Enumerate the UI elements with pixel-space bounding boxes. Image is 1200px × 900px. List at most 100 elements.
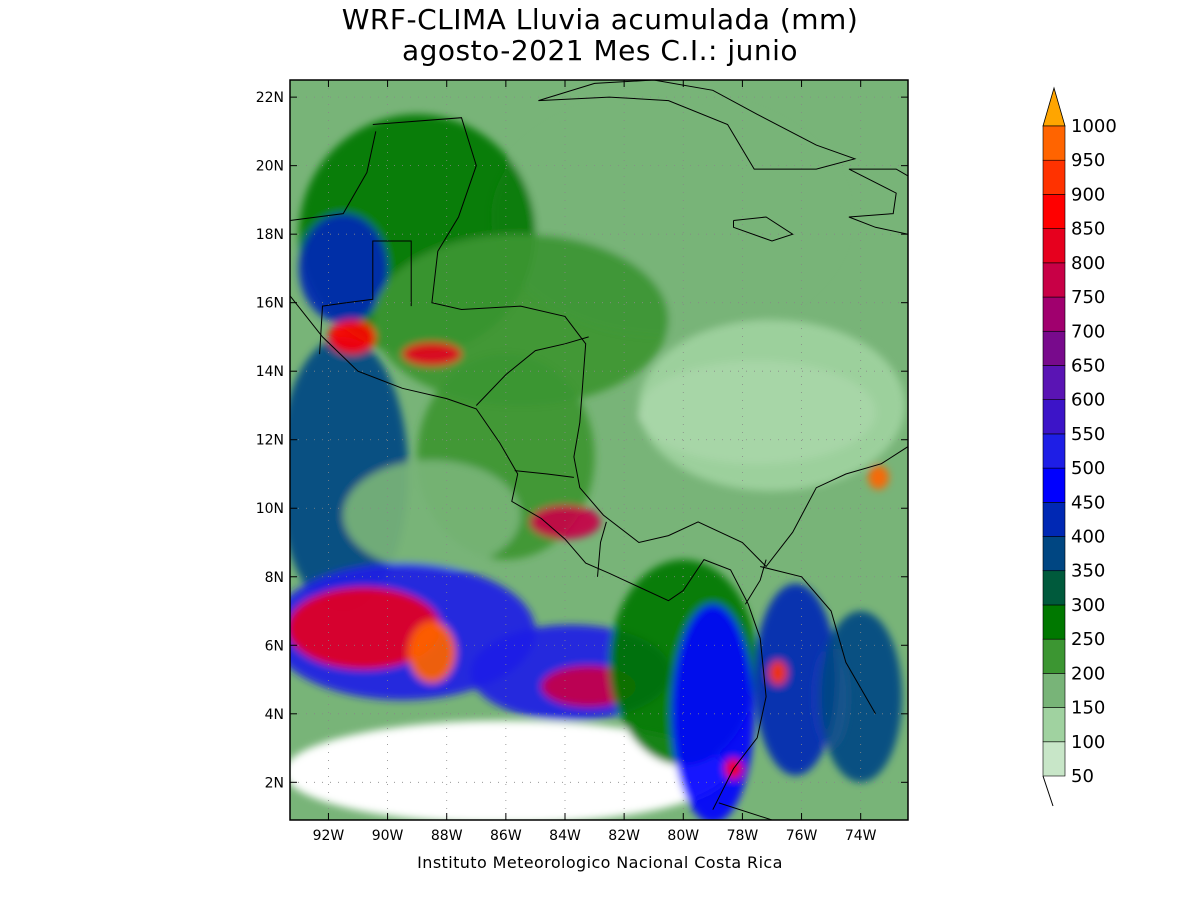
border-panama-colombia (744, 559, 767, 605)
y-tick-label: 12N (256, 433, 284, 449)
rain-field-9 (290, 587, 441, 670)
colorbar-segment (1042, 502, 1066, 537)
border-mexico-guatemala-belize (319, 240, 412, 355)
x-tick-label: 90W (372, 828, 404, 844)
y-tick-label: 20N (256, 159, 284, 175)
rain-field-18 (402, 342, 462, 367)
colorbar-label: 550 (1071, 424, 1105, 445)
colorbar-label: 50 (1071, 766, 1094, 787)
colorbar-label: 350 (1071, 561, 1105, 582)
x-tick-label: 80W (667, 828, 699, 844)
colorbar-segment (1042, 228, 1066, 264)
colorbar-segment (1042, 467, 1066, 503)
colorbar-segment (1042, 125, 1066, 161)
colorbar-segment (1042, 707, 1066, 743)
title-line-2: agosto-2021 Mes C.I.: junio (401, 34, 799, 67)
colorbar-segment (1042, 330, 1066, 366)
x-tick-label: 74W (845, 828, 877, 844)
colorbar-label: 700 (1071, 321, 1105, 342)
colorbar-segment (1042, 638, 1066, 674)
colorbar-segment (1042, 604, 1066, 640)
rain-field-21 (769, 660, 787, 685)
dry-area-1 (290, 720, 728, 820)
colorbar-label: 650 (1071, 355, 1105, 376)
x-tick-label: 88W (431, 828, 463, 844)
x-tick-label: 78W (727, 828, 759, 844)
coastlines-layer (290, 80, 908, 810)
border-nicaragua-costa-rica (514, 470, 574, 478)
border-costa-rica-panama (597, 521, 607, 577)
y-tick-label: 8N (265, 570, 284, 586)
colorbar-segment (1042, 673, 1066, 708)
y-tick-label: 2N (265, 775, 284, 791)
colorbar-label: 800 (1071, 253, 1105, 274)
coastline-hispaniola (848, 168, 908, 235)
colorbar-segment (1042, 365, 1066, 400)
map-plot-area (290, 80, 908, 820)
colorbar-segment (1042, 570, 1066, 606)
coastline-jamaica (733, 216, 794, 242)
border-honduras-nicaragua (475, 336, 589, 406)
colorbar-label: 900 (1071, 184, 1105, 205)
y-tick-label: 18N (256, 227, 284, 243)
rain-field-15 (754, 583, 838, 776)
title-line-1: WRF-CLIMA Lluvia acumulada (mm) (341, 3, 859, 36)
colorbar-segment (1042, 194, 1066, 229)
colorbar-segment (1042, 433, 1066, 469)
rain-field-1 (638, 319, 906, 492)
graticule (290, 80, 908, 820)
colorbar-label: 950 (1071, 150, 1105, 171)
colorbar-segment (1042, 536, 1066, 572)
coastline-cuba (538, 80, 857, 170)
coastline-central-america-pacific (290, 295, 767, 810)
map-frame (289, 79, 909, 821)
colorbar-label: 300 (1071, 595, 1105, 616)
colorbar-label: 250 (1071, 629, 1105, 650)
rain-field-3 (298, 213, 388, 324)
colorbar-label: 400 (1071, 527, 1105, 548)
rain-field-17 (529, 504, 601, 540)
axis-ticks: 92W 90W 88W 86W 84W 82W 80W 78W 76W 74W 2N 4N 6N 8N 10… (256, 80, 908, 844)
y-tick-label: 22N (256, 90, 284, 106)
borders-layer (319, 240, 773, 820)
colorbar-top-arrow (1042, 86, 1066, 127)
y-tick-label: 10N (256, 501, 284, 517)
x-tick-label: 84W (549, 828, 581, 844)
rain-field-7 (343, 460, 521, 570)
colorbar-segment (1042, 741, 1066, 777)
colorbar-label: 1000 (1071, 116, 1117, 137)
colorbar-label: 450 (1071, 492, 1105, 513)
colorbar-segment (1042, 159, 1066, 195)
colorbar-segment (1042, 296, 1066, 332)
x-tick-label: 76W (786, 828, 818, 844)
rain-field-19 (328, 319, 376, 355)
colorbar-segment (1042, 262, 1066, 298)
colorbar-segment (1042, 399, 1066, 435)
coastline-gulf-coast (290, 131, 377, 221)
rain-field-20 (868, 465, 889, 490)
credit-text: Instituto Meteorologico Nacional Costa R… (417, 853, 783, 872)
colorbar-label: 200 (1071, 663, 1105, 684)
colorbar-legend: 50 100 150 200 250 300 350 400 450 500 550 600 650 70… (1042, 86, 1117, 807)
colorbar-label: 750 (1071, 287, 1105, 308)
border-colombia-ecuador (718, 802, 773, 820)
colorbar-label: 100 (1071, 732, 1105, 753)
rainfall-field-layer (290, 97, 906, 820)
y-tick-label: 14N (256, 364, 284, 380)
x-tick-label: 92W (313, 828, 345, 844)
y-tick-label: 4N (265, 707, 284, 723)
rain-field-10 (408, 621, 456, 683)
colorbar-bottom-tail (1042, 775, 1054, 807)
coastline-colombia-interior (760, 566, 876, 715)
colorbar-label: 500 (1071, 458, 1105, 479)
map-title: WRF-CLIMA Lluvia acumulada (mm) agosto-2… (290, 4, 910, 66)
colorbar-label: 850 (1071, 219, 1105, 240)
x-tick-label: 82W (608, 828, 640, 844)
coastline-central-america-caribbean (372, 117, 908, 568)
rain-field-14 (671, 604, 755, 820)
y-tick-label: 6N (265, 638, 284, 654)
x-tick-label: 86W (490, 828, 522, 844)
colorbar-label: 600 (1071, 390, 1105, 411)
colorbar-label: 150 (1071, 698, 1105, 719)
